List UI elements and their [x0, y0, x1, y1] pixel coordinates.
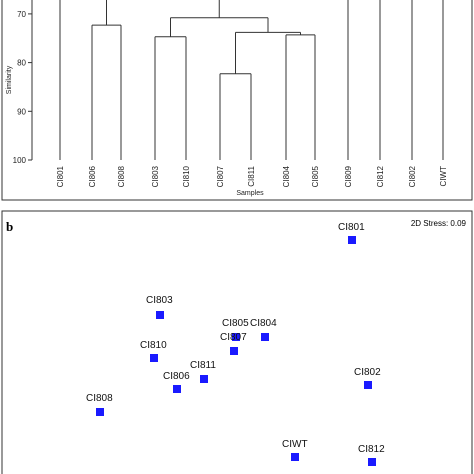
- stress-annotation: 2D Stress: 0.09: [411, 219, 467, 228]
- panel-b-frame: [1, 210, 473, 474]
- scatter-point: [364, 381, 372, 389]
- leaf-label: CI805: [311, 165, 320, 187]
- scatter-point: [291, 453, 299, 461]
- y-ticks: 60708090100: [13, 10, 32, 165]
- y-tick-label: 70: [17, 10, 26, 19]
- leaf-label: CI802: [408, 165, 417, 187]
- panel-a-frame: [1, 0, 473, 201]
- point-label: CI803: [146, 295, 173, 306]
- x-axis-label: Samples: [236, 190, 264, 197]
- scatter-point: [368, 458, 376, 466]
- point-label: CI802: [354, 367, 381, 378]
- scatter-point: [156, 311, 164, 319]
- leaf-label: CI811: [247, 165, 256, 186]
- point-label: CI812: [358, 444, 385, 455]
- scatter-point: [96, 408, 104, 416]
- scatter-point: [230, 347, 238, 355]
- point-label: CI807: [220, 332, 247, 343]
- scatter-point: [232, 333, 240, 341]
- point-label: CI804: [250, 318, 277, 329]
- leaf-label: CI804: [282, 165, 291, 187]
- point-label: CI806: [163, 371, 190, 382]
- point-label: CI811: [190, 360, 216, 371]
- y-tick-label: 100: [13, 156, 27, 165]
- y-tick-label: 90: [17, 107, 26, 116]
- scatter-point: [150, 354, 158, 362]
- y-tick-label: 80: [17, 59, 26, 68]
- leaf-label: CIWT: [439, 166, 448, 187]
- leaf-label: CI812: [376, 165, 385, 187]
- scatter-point: [348, 236, 356, 244]
- scatter-point: [261, 333, 269, 341]
- leaf-label: CI808: [117, 165, 126, 187]
- point-label: CI808: [86, 393, 113, 404]
- leaf-label: CI809: [344, 165, 353, 187]
- point-label: CI805: [222, 318, 249, 329]
- panel-b-letter: b: [6, 219, 13, 234]
- leaf-label: CI803: [151, 165, 160, 187]
- point-label: CI810: [140, 340, 167, 351]
- y-axis-label: Similarity: [6, 65, 13, 94]
- point-label: CIWT: [282, 439, 308, 450]
- leaf-label: CI806: [88, 165, 97, 187]
- scatter-point: [173, 385, 181, 393]
- leaf-labels: CI801 CI806 CI808 CI803 CI810 CI807 CI811 CI804…: [56, 165, 448, 187]
- leaf-label: CI807: [216, 165, 225, 187]
- point-label: CI801: [338, 222, 365, 233]
- dendrogram-branches: [59, 0, 444, 160]
- dendrogram: 60708090100 Similarity CI801CI806CI808CI…: [6, 0, 448, 197]
- leaf-label: CI801: [56, 165, 65, 187]
- scatter-point: [200, 375, 208, 383]
- leaf-label: CI810: [182, 165, 191, 187]
